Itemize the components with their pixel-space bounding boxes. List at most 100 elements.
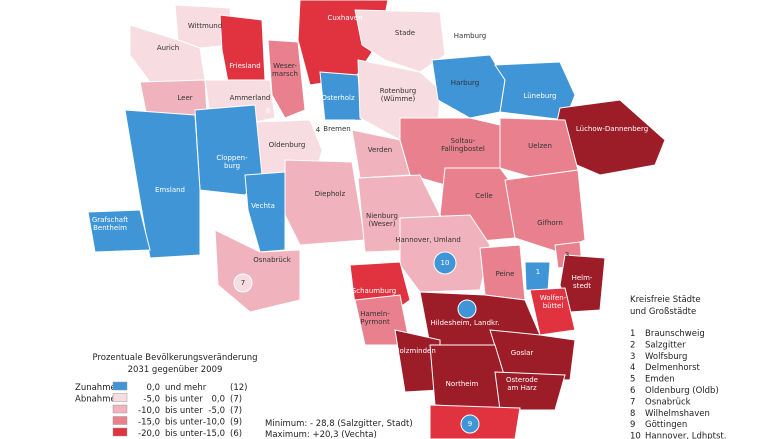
region-label: Goslar [511,349,534,357]
region-label: Stade [395,29,415,37]
city-number: 1 [630,329,635,339]
region-label: Cloppen- [216,154,248,162]
city-number: 2 [630,340,635,350]
region-label: büttel [543,302,564,310]
region [433,251,457,275]
city-name: Delmenhorst [645,363,701,373]
legend-title: Prozentuale Bevölkerungsveränderung [92,353,257,363]
region [559,254,606,313]
city-list-title: Kreisfreie Städte [630,295,701,305]
region [457,299,477,319]
legend-to: -10,0 [203,418,225,428]
city-list: Kreisfreie Städte und Großstädte 1 Brauns… [630,295,726,439]
region-label: Holzminden [394,347,436,355]
region-label: Gifhorn [537,219,563,227]
region-label: Helm- [572,274,593,282]
legend-swatch [112,427,128,437]
legend-to: 0,0 [211,395,225,405]
city-number: 7 [630,397,635,407]
region-label: Uelzen [528,142,552,150]
legend-rows: Zunahme: 0,0 und mehr (12) Abnahme: -5,0 bis u… [75,381,247,439]
region-label: 3 [565,251,569,259]
region-label: Rotenburg [380,87,416,95]
region-label: Hameln- [360,310,390,318]
legend-relation: bis unter [165,406,203,416]
region-label: Peine [496,270,515,278]
region-label: Bremen [323,125,350,133]
region-label: Harburg [451,79,480,87]
region-label: Soltau- [451,137,476,145]
city-name: Osnabrück [645,397,691,407]
city-list-title: und Großstädte [630,307,696,317]
region [494,371,566,411]
region-label: Friesland [229,62,260,70]
region-label: Ammerland [230,94,271,102]
region [233,273,253,293]
region [219,14,266,83]
minimum: Minimum: - 28,8 (Salzgitter, Stadt) [265,419,413,429]
legend-relation: bis unter [165,395,203,405]
region [284,159,366,246]
region [267,39,306,119]
legend-relation: und mehr [165,383,207,393]
city-name: Braunschweig [645,329,705,339]
city-name: Wilhelmshaven [645,409,710,419]
region-label: Celle [475,192,492,200]
region-label: Oldenburg [269,141,306,149]
city-number: 10 [630,432,641,439]
region-label: Osterode [506,376,538,384]
legend-count: (12) [230,383,247,393]
city-name: Salzgitter [645,340,686,350]
region [87,209,151,253]
legend-relation: bis unter [165,418,203,428]
legend-from: 0,0 [146,383,160,393]
legend-group: Zunahme: [75,383,119,393]
region-label: burg [224,162,240,170]
region [319,71,363,123]
region-label: (Wümme) [381,95,416,103]
city-number: 6 [630,386,635,396]
city-items: 1 Braunschweig 2 Salzgitter 3 Wolfsburg 4 Delme… [630,329,726,439]
region-label: 1 [536,268,540,276]
region-label: Osterholz [321,94,355,102]
legend-count: (7) [230,395,242,405]
region-label: Hildesheim, Landkr. [430,319,499,327]
region-label: Schaumburg [352,287,396,295]
legend-from: -5,0 [143,395,160,405]
region-label: Lüneburg [523,92,556,100]
legend-swatch [112,416,128,425]
region-label: Weser- [273,62,297,70]
region [429,344,506,411]
city-name: Hannover, Ldhptst. [645,432,726,439]
city-number: 5 [630,375,635,385]
region-label: stedt [573,282,591,290]
region-label: Leer [177,94,192,102]
region-label: Northeim [446,380,479,388]
legend-count: (6) [230,429,242,439]
legend: Prozentuale Bevölkerungsveränderung 2031… [75,353,413,439]
region-label: 4 [316,126,321,134]
region-label: Verden [368,146,393,154]
legend-swatch [112,393,128,402]
region-label: Wittmund [188,22,222,30]
region-label: Nienburg [366,212,398,220]
city-number: 3 [630,352,635,362]
region-label: 8 [266,107,270,115]
legend-from: -20,0 [138,429,160,439]
region [524,261,551,293]
region-label: Hamburg [454,32,486,40]
city-name: Emden [645,375,675,385]
region-label: Osnabrück [253,256,291,264]
legend-count: (9) [230,418,242,428]
region [214,229,301,313]
region-label: Hannover, Umland [395,236,461,244]
region-label: 9 [468,420,472,428]
region-label: am Harz [507,384,537,392]
region-label: Vechta [251,202,275,210]
legend-from: -10,0 [138,406,160,416]
city-name: Oldenburg (Oldb) [645,386,719,396]
city-name: Göttingen [645,420,687,430]
region-label: Bentheim [93,224,127,232]
region-label: Grafschaft [92,216,129,224]
